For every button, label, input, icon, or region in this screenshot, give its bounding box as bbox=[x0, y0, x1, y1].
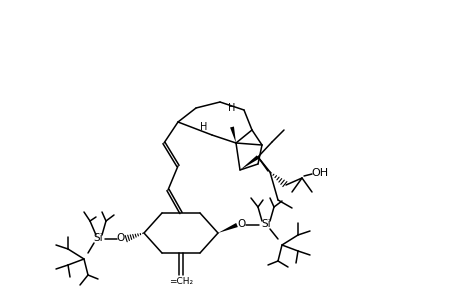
Text: =CH₂: =CH₂ bbox=[168, 277, 193, 286]
Text: H: H bbox=[228, 103, 235, 113]
Text: O: O bbox=[237, 219, 246, 229]
Polygon shape bbox=[218, 223, 237, 233]
Text: H: H bbox=[200, 122, 207, 132]
Polygon shape bbox=[240, 155, 258, 170]
Text: Si: Si bbox=[261, 219, 270, 229]
Text: O: O bbox=[117, 233, 125, 243]
Polygon shape bbox=[230, 127, 235, 143]
Text: Si: Si bbox=[93, 233, 103, 243]
Text: OH: OH bbox=[311, 168, 328, 178]
